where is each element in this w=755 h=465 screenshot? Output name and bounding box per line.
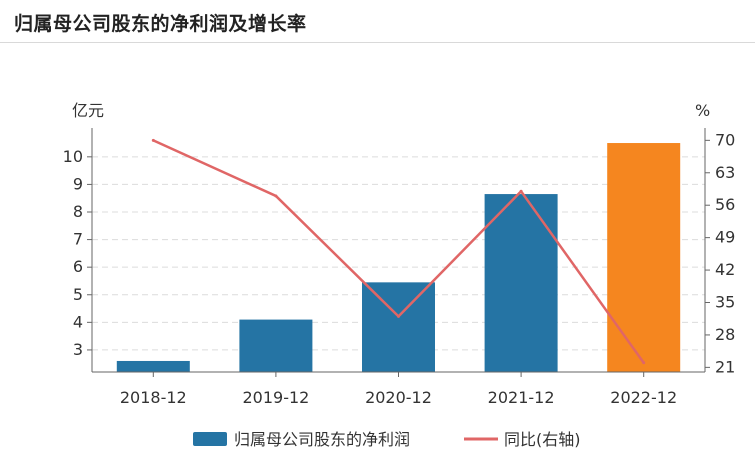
right-tick-label: 21 — [715, 357, 735, 376]
left-tick-label: 10 — [63, 147, 83, 166]
bar-2022-12 — [607, 143, 681, 372]
bar-2018-12 — [116, 360, 190, 372]
right-tick-label: 35 — [715, 293, 735, 312]
bar-2020-12 — [362, 282, 435, 372]
legend-line-label: 同比(右轴) — [504, 430, 581, 449]
right-tick-label: 56 — [715, 195, 735, 214]
left-tick-label: 3 — [73, 340, 83, 359]
header-bar: 归属母公司股东的净利润及增长率 — [0, 0, 755, 43]
left-tick-label: 4 — [73, 312, 83, 331]
growth-point-2019-12 — [274, 194, 278, 198]
growth-point-2018-12 — [151, 138, 155, 142]
x-tick-label: 2018-12 — [120, 388, 187, 407]
right-tick-label: 63 — [715, 163, 735, 182]
right-tick-label: 42 — [715, 260, 735, 279]
growth-point-2020-12 — [397, 314, 400, 318]
growth-point-2022-12 — [642, 361, 646, 365]
x-tick-label: 2022-12 — [610, 388, 677, 407]
left-axis-label: 亿元 — [72, 101, 104, 120]
right-tick-label: 28 — [715, 325, 735, 344]
left-tick-label: 7 — [73, 230, 83, 249]
right-tick-label: 70 — [715, 130, 735, 149]
bar-2019-12 — [239, 319, 313, 372]
legend-bar-swatch — [193, 432, 227, 446]
left-tick-label: 9 — [73, 174, 83, 193]
chart-title: 归属母公司股东的净利润及增长率 — [14, 13, 307, 35]
x-tick-label: 2019-12 — [242, 388, 309, 407]
x-tick-label: 2020-12 — [365, 388, 432, 407]
x-tick-label: 2021-12 — [488, 388, 555, 407]
left-tick-label: 5 — [73, 285, 83, 304]
legend: 归属母公司股东的净利润 同比(右轴) — [193, 430, 581, 449]
bar-2021-12 — [484, 194, 558, 372]
right-axis-label: % — [695, 101, 710, 120]
left-tick-label: 8 — [73, 202, 83, 221]
growth-point-2021-12 — [519, 189, 523, 193]
legend-bar-label: 归属母公司股东的净利润 — [234, 430, 410, 449]
right-tick-label: 49 — [715, 228, 735, 247]
left-tick-label: 6 — [73, 257, 83, 276]
